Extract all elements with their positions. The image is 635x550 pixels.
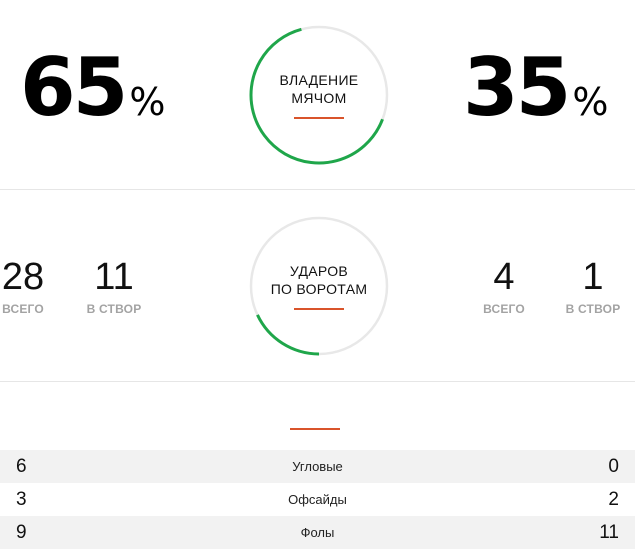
shots-label-underline [294,308,344,310]
home-corners-value: 6 [16,456,27,477]
percent-sign: % [129,80,166,124]
shots-ring: УДАРОВ ПО ВОРОТАМ [249,216,389,356]
possession-label-line2: МЯЧОМ [291,90,347,106]
home-possession-value: 65% [20,41,166,134]
away-corners-value: 0 [608,456,619,477]
stat-row-corners: 6 Угловые 0 [0,450,635,483]
possession-label-line1: ВЛАДЕНИЕ [279,72,359,88]
home-offsides-value: 3 [16,489,27,510]
possession-ring-arc [249,25,389,165]
percent-sign: % [572,80,609,124]
home-shots-total: 28 [1,256,45,298]
away-shots-on-target: 1 [582,256,604,298]
shots-label: УДАРОВ ПО ВОРОТАМ [249,216,389,356]
away-shots-total-label: ВСЕГО [483,302,525,316]
possession-label: ВЛАДЕНИЕ МЯЧОМ [249,25,389,165]
stat-row-fouls: 9 Фолы 11 [0,516,635,549]
home-fouls-value: 9 [16,522,27,543]
possession-ring: ВЛАДЕНИЕ МЯЧОМ [249,25,389,165]
possession-label-underline [294,117,344,119]
corners-label: Угловые [292,459,343,474]
shots-ring-arc [249,216,389,356]
away-shots-total: 4 [493,256,515,298]
offsides-label: Офсайды [288,492,347,507]
section-divider [0,189,635,190]
away-possession-value: 35% [463,41,609,134]
away-fouls-value: 11 [599,522,619,543]
stats-divider-accent [290,428,340,430]
home-shots-on-target-label: В СТВОР [86,302,142,316]
home-shots-on-target: 11 [94,256,134,298]
away-shots-on-target-label: В СТВОР [565,302,621,316]
home-shots-total-label: ВСЕГО [2,302,44,316]
section-divider [0,381,635,382]
stat-row-offsides: 3 Офсайды 2 [0,483,635,516]
shots-label-line2: ПО ВОРОТАМ [270,281,368,297]
away-offsides-value: 2 [608,489,619,510]
shots-label-line1: УДАРОВ [289,263,349,279]
fouls-label: Фолы [300,525,335,540]
